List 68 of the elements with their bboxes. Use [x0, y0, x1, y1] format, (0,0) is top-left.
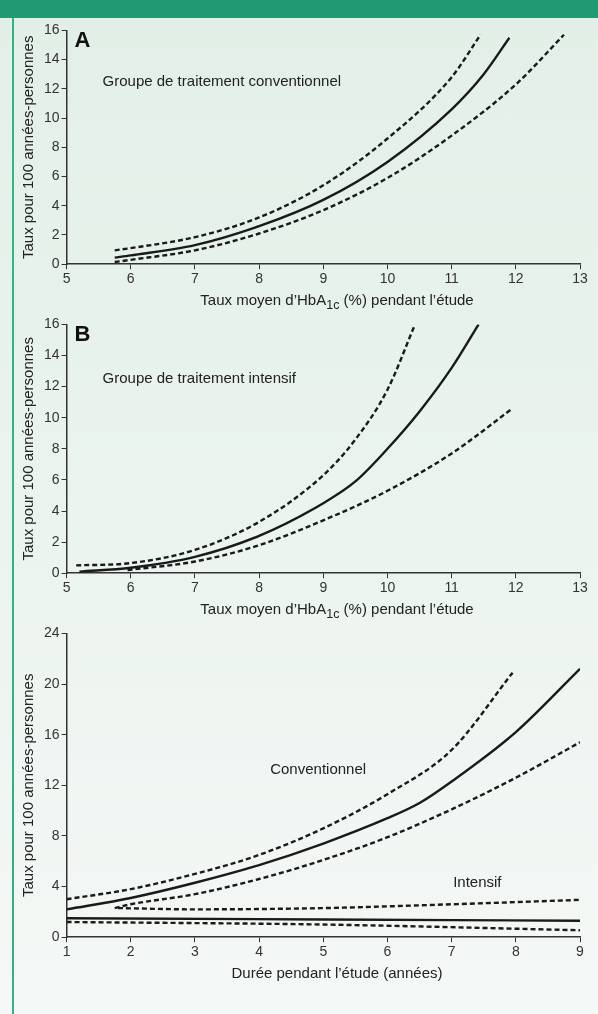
x-tick-label: 7	[191, 579, 200, 596]
x-tick-label: 9	[319, 579, 328, 596]
y-tick-label: 8	[51, 138, 60, 155]
x-tick-label: 13	[572, 579, 588, 596]
y-tick-label: 8	[51, 826, 60, 843]
chart-title: A	[74, 27, 91, 53]
y-tick-label: 8	[51, 439, 60, 456]
y-tick-label: 10	[43, 108, 60, 125]
x-tick-label: 6	[383, 943, 392, 960]
line-series	[75, 324, 416, 567]
y-tick-label: 2	[51, 532, 60, 549]
x-tick-label: 8	[511, 943, 520, 960]
y-axis-title: Taux pour 100 années-personnes	[19, 337, 37, 561]
y-tick-label: 16	[43, 21, 60, 38]
x-tick-label: 1	[62, 943, 71, 960]
y-tick-label: 12	[43, 377, 60, 394]
x-tick-label: 8	[255, 579, 264, 596]
x-tick-label: 8	[255, 270, 264, 287]
y-tick-label: 0	[51, 255, 60, 272]
x-tick-label: 7	[191, 270, 200, 287]
x-axis-title: Durée pendant l’étude (années)	[230, 963, 444, 983]
x-tick-label: 12	[508, 270, 524, 287]
y-tick-label: 12	[43, 79, 60, 96]
y-axis-title: Taux pour 100 années-personnes	[19, 35, 37, 260]
y-tick-label: 2	[51, 225, 60, 242]
chart-title: B	[74, 321, 91, 347]
x-tick-label: 13	[572, 270, 588, 287]
x-tick-label: 7	[447, 943, 456, 960]
x-tick-label: 9	[576, 943, 585, 960]
y-tick-label: 4	[51, 196, 60, 213]
y-tick-label: 10	[43, 408, 60, 425]
y-tick-label: 14	[43, 346, 60, 363]
y-tick-label: 6	[51, 470, 60, 487]
y-tick-label: 20	[43, 674, 60, 691]
x-tick-label: 5	[319, 943, 328, 960]
y-tick-label: 0	[51, 928, 60, 945]
x-tick-label: 4	[255, 943, 264, 960]
x-tick-label: 12	[508, 579, 524, 596]
y-tick-label: 14	[43, 50, 60, 67]
annotation: Intensif	[453, 872, 503, 890]
x-tick-label: 11	[444, 579, 460, 596]
y-tick-label: 16	[43, 725, 60, 742]
y-tick-label: 0	[51, 564, 60, 581]
x-axis-title: Taux moyen d’HbA$_{1c}$ (%) pendant l’étude	[199, 599, 475, 623]
y-tick-label: 24	[43, 624, 60, 641]
x-tick-label: 10	[379, 270, 396, 287]
annotation: Groupe de traitement intensif	[102, 369, 297, 387]
annotation: Conventionnel	[270, 760, 367, 778]
line-series	[113, 741, 580, 910]
y-tick-label: 4	[51, 877, 60, 894]
x-tick-label: 10	[379, 579, 396, 596]
annotation: Groupe de traitement conventionnel	[102, 71, 342, 89]
x-tick-label: 5	[62, 579, 71, 596]
y-tick-label: 16	[43, 315, 60, 332]
y-tick-label: 12	[43, 776, 60, 793]
x-tick-label: 11	[444, 270, 460, 287]
x-tick-label: 6	[126, 270, 135, 287]
x-axis-title: Taux moyen d’HbA$_{1c}$ (%) pendant l’étude	[199, 290, 475, 314]
x-tick-label: 3	[191, 943, 200, 960]
y-axis-title: Taux pour 100 années-personnes	[19, 673, 37, 898]
x-tick-label: 9	[319, 270, 328, 287]
line-series	[66, 667, 580, 911]
y-tick-label: 6	[51, 167, 60, 184]
x-tick-label: 2	[126, 943, 135, 960]
line-series	[66, 671, 514, 901]
y-tick-label: 4	[51, 501, 60, 518]
x-tick-label: 6	[126, 579, 135, 596]
x-tick-label: 5	[62, 270, 71, 287]
